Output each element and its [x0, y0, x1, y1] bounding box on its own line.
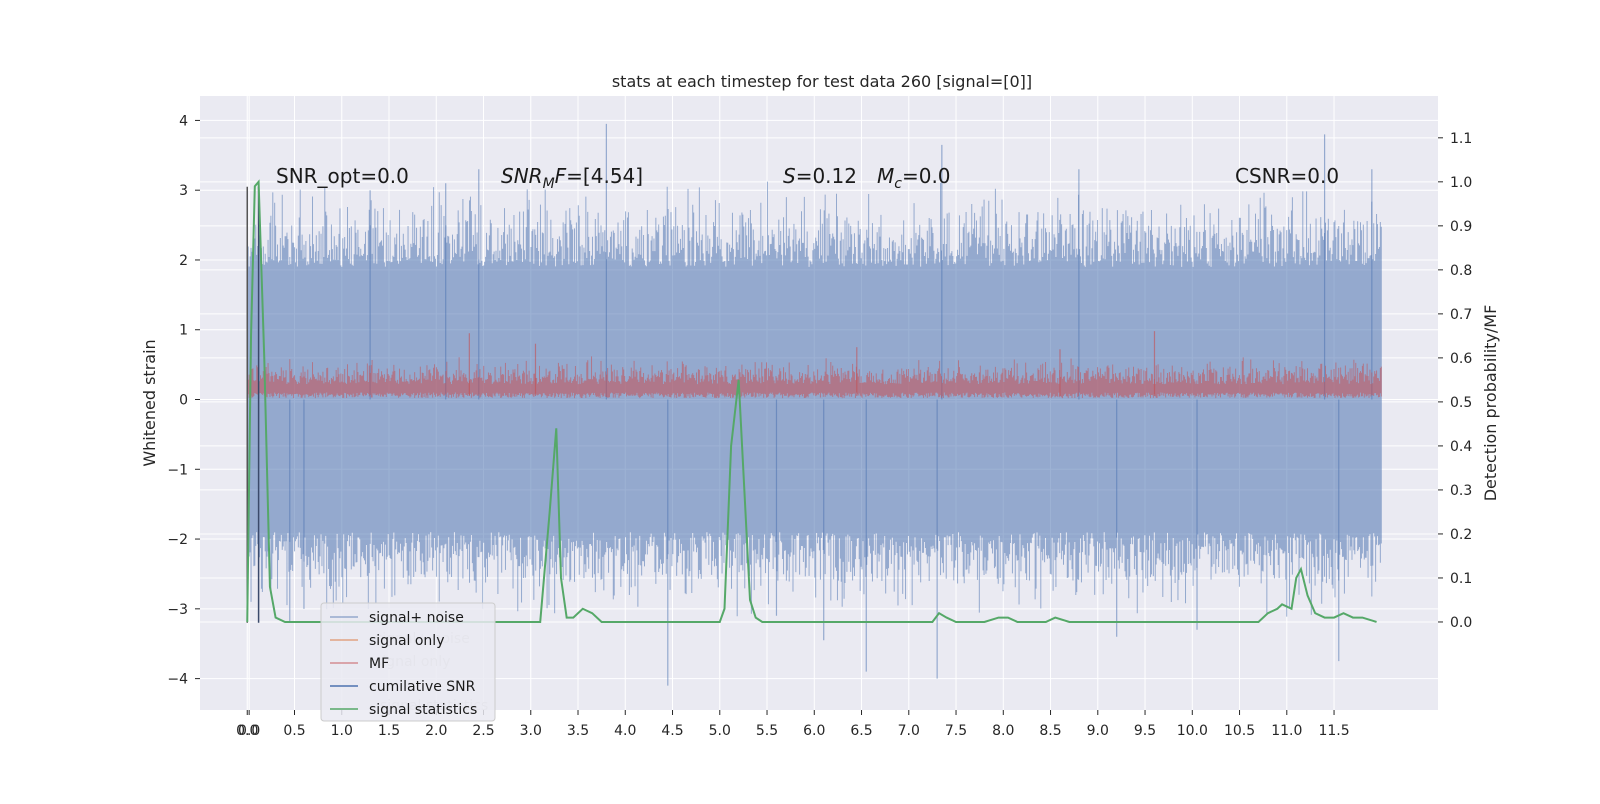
y2-tick-label: 0.7: [1450, 307, 1472, 323]
annotation-mc: Mc=0.0: [877, 164, 951, 192]
x-tick-label: 0.5: [283, 723, 305, 739]
legend-label-signal-statistics: signal statistics: [369, 702, 477, 718]
annotation-mc-var: M: [877, 164, 894, 188]
y2-tick-label: 0.3: [1450, 483, 1472, 499]
legend-box: [320, 602, 496, 722]
y-tick-label: 2: [179, 253, 188, 269]
y2-tick-label: 0.4: [1450, 439, 1472, 455]
y2-tick-label: 1.0: [1450, 175, 1472, 191]
y-tick-label: 0: [179, 393, 188, 409]
y-axis-right: 1.1 1.0 0.9 0.8 0.7 0.6 0.5 0.4 0.3 0.2 0.1 0.0: [1438, 131, 1472, 631]
y2-axis-label: Detection probability/MF: [1481, 305, 1500, 502]
x-axis: 0.00.0 0.5 1.0 1.5 2.0 2.5 3.0 3.5 4.0 4.5 5.0 5.5 6…: [236, 710, 1350, 739]
annotation-snr-opt: SNR_opt=0.0: [276, 164, 409, 188]
y-tick-label: −2: [167, 532, 188, 548]
signal-statistics-series: [246, 179, 1377, 623]
x-tick-label: 9.5: [1134, 723, 1156, 739]
legend-label-signal-only: signal only: [369, 633, 444, 649]
legend-item-signal-noise: signal+ noise: [330, 610, 464, 626]
y2-tick-label: 0.1: [1450, 571, 1472, 587]
annotation-snr-mf: SNRMF=[4.54]: [501, 164, 643, 192]
y2-tick-label: 0.5: [1450, 395, 1472, 411]
y2-tick-label: 0.2: [1450, 527, 1472, 543]
x-tick-label: 5.5: [756, 723, 778, 739]
x-tick-label: 0.0: [238, 723, 260, 739]
y2-tick-label: 1.1: [1450, 131, 1472, 147]
x-tick-label: 2.5: [472, 723, 494, 739]
x-tick-label: 0.0: [236, 723, 258, 739]
x-tick-label: 8.0: [992, 723, 1014, 739]
y2-tick-label: 0.0: [1450, 615, 1472, 631]
x-tick-label: 3.0: [520, 723, 542, 739]
legend-item-mf: MF: [330, 656, 389, 672]
legend-label-mf: MF: [369, 656, 389, 672]
annotations: SNR_opt=0.0 SNRMF=[4.54] S=0.12 Mc=0.0 C…: [276, 164, 1339, 192]
y-tick-label: 1: [179, 323, 188, 339]
y-axis-label: Whitened strain: [140, 339, 159, 466]
x-tick-label: 2.0: [425, 723, 447, 739]
x-tick-label: 4.0: [614, 723, 636, 739]
annotation-snr-mf-value: =[4.54]: [566, 164, 643, 188]
y-axis-left: 4 3 2 1 0 −1 −2 −3 −4: [167, 113, 200, 688]
x-tick-label: 11.0: [1271, 723, 1302, 739]
legend-item-signal-only: signal only: [330, 633, 444, 649]
legend-label-signal-noise: signal+ noise: [369, 610, 464, 626]
legend: signal+ noise signal only MF cumilative …: [320, 602, 496, 722]
x-tick-label: 10.5: [1224, 723, 1255, 739]
annotation-csnr: CSNR=0.0: [1235, 164, 1339, 188]
x-tick-label: 7.5: [945, 723, 967, 739]
annotation-mc-sub: c: [894, 176, 902, 192]
x-tick-label: 9.0: [1087, 723, 1109, 739]
chart-title: stats at each timestep for test data 260…: [612, 72, 1032, 91]
y-tick-label: −1: [167, 462, 188, 478]
x-tick-label: 11.5: [1318, 723, 1349, 739]
legend-item-signal-statistics: signal statistics: [330, 702, 477, 718]
x-tick-label: 10.0: [1177, 723, 1208, 739]
annotation-mc-value: =0.0: [902, 164, 951, 188]
annotation-s-value: =0.12: [796, 164, 857, 188]
legend-item-cumulative-snr: cumilative SNR: [330, 679, 476, 695]
annotation-s: S=0.12: [783, 164, 857, 188]
legend-label-cumulative-snr: cumilative SNR: [369, 679, 476, 695]
x-tick-label: 3.5: [567, 723, 589, 739]
x-tick-label: 6.0: [803, 723, 825, 739]
annotation-snr-mf-var2: F: [555, 164, 567, 188]
x-tick-label: 8.5: [1039, 723, 1061, 739]
annotation-snr-mf-sub: M: [543, 176, 555, 192]
y2-tick-label: 0.6: [1450, 351, 1472, 367]
y-tick-label: 3: [179, 183, 188, 199]
x-tick-label: 7.0: [898, 723, 920, 739]
x-tick-label: 1.5: [378, 723, 400, 739]
y2-tick-label: 0.9: [1450, 219, 1472, 235]
y-tick-label: 4: [179, 113, 188, 129]
signal-statistics-line: [246, 179, 1377, 623]
signal-noise-series: [246, 123, 1382, 686]
x-tick-label: 4.5: [661, 723, 683, 739]
x-tick-label: 1.0: [331, 723, 353, 739]
x-tick-label: 5.0: [709, 723, 731, 739]
y2-tick-label: 0.8: [1450, 263, 1472, 279]
annotation-s-var: S: [783, 164, 796, 188]
x-tick-label: 6.5: [850, 723, 872, 739]
y-tick-label: −3: [167, 602, 188, 618]
annotation-snr-mf-var: SNR: [501, 164, 543, 188]
y-tick-label: −4: [167, 672, 188, 688]
